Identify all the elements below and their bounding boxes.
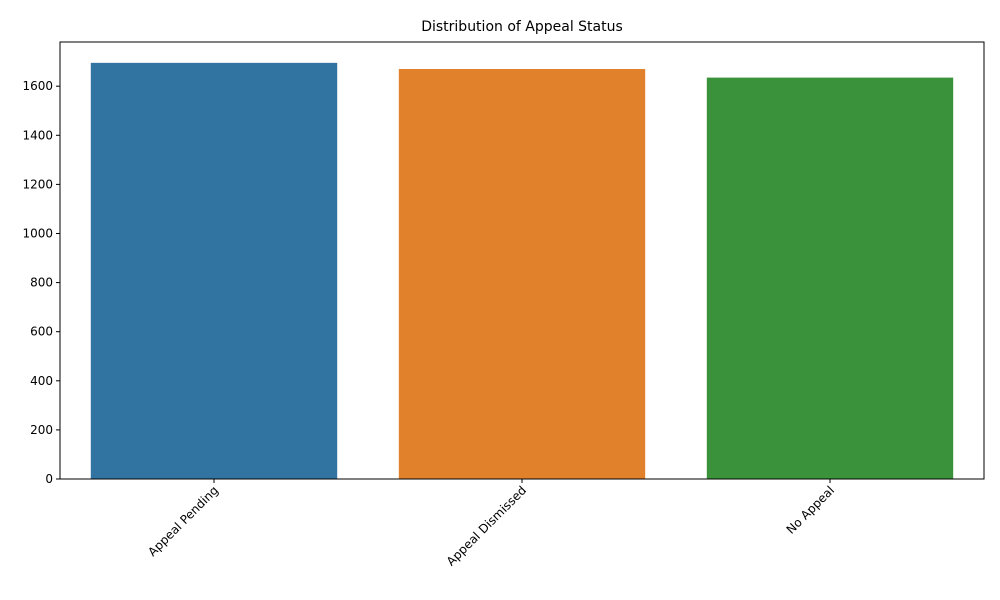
bar-appeal-dismissed <box>398 69 646 479</box>
y-tick-label: 800 <box>30 276 53 290</box>
chart-title: Distribution of Appeal Status <box>421 19 623 35</box>
bar-appeal-pending <box>90 62 338 480</box>
x-tick-label: Appeal Pending <box>145 483 221 559</box>
y-axis: 0 200 400 600 800 1000 1200 1400 1600 <box>22 79 60 486</box>
y-tick-label: 600 <box>30 325 53 339</box>
x-tick-label: No Appeal <box>784 483 837 536</box>
plot-frame <box>59 41 985 480</box>
y-tick-label: 1000 <box>22 226 53 240</box>
y-tick-label: 0 <box>45 472 53 486</box>
y-tick-label: 1600 <box>22 79 53 93</box>
x-axis: Appeal Pending Appeal Dismissed No Appeal <box>145 479 837 569</box>
x-tick-label: Appeal Dismissed <box>444 483 529 568</box>
bars-layer <box>90 62 954 480</box>
bar-no-appeal <box>706 77 954 479</box>
y-tick-label: 200 <box>30 423 53 437</box>
y-tick-label: 400 <box>30 374 53 388</box>
y-tick-label: 1200 <box>22 177 53 191</box>
y-tick-label: 1400 <box>22 128 53 142</box>
